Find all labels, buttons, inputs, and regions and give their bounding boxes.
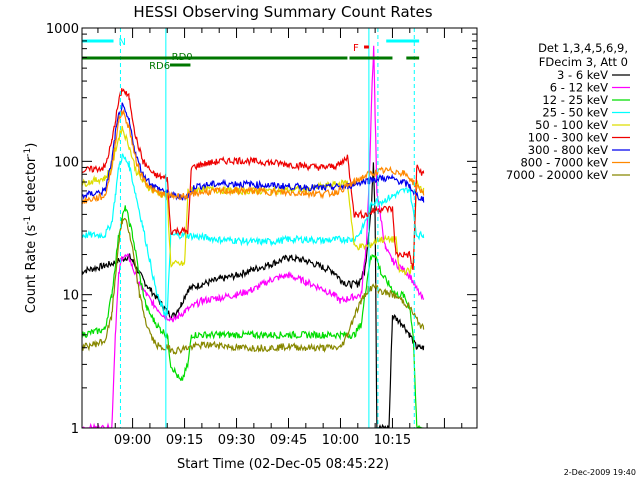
y-tick-label-0: 1 <box>71 422 79 437</box>
x-tick-label-1: 09:15 <box>166 433 203 448</box>
y-label-sup1: -1 <box>23 216 33 225</box>
legend-label-0: 3 - 6 keV <box>557 68 608 82</box>
y-label-main: Count Rate (s <box>24 225 39 314</box>
axis-layer: 1 10 100 1000 09:00 09:15 09:30 09:45 10:00 10:15 <box>46 22 477 448</box>
y-label-mid: detector <box>24 156 39 216</box>
x-tick-label-3: 09:45 <box>270 433 307 448</box>
x-tick-label-2: 09:30 <box>218 433 255 448</box>
series-line-8 <box>82 217 425 355</box>
x-axis-label: Start Time (02-Dec-05 08:45:22) <box>177 457 389 472</box>
chart-title: HESSI Observing Summary Count Rates <box>133 3 432 21</box>
legend: Det 1,3,4,5,6,9, FDecim 3, Att 0 3 - 6 k… <box>506 41 630 182</box>
legend-label-2: 12 - 25 keV <box>542 93 608 107</box>
y-label-end: ) <box>24 143 39 148</box>
legend-header-1: Det 1,3,4,5,6,9, <box>538 41 628 55</box>
x-tick-label-0: 09:00 <box>114 433 151 448</box>
series-line-0 <box>82 162 425 428</box>
flare-label: F <box>353 43 359 54</box>
y-tick-label-3: 1000 <box>46 22 79 37</box>
y-tick-label-1: 10 <box>62 289 79 304</box>
legend-label-5: 100 - 300 keV <box>528 131 608 145</box>
legend-label-7: 800 - 7000 keV <box>520 156 608 170</box>
legend-label-4: 50 - 100 keV <box>535 118 608 132</box>
x-tick-label-4: 10:00 <box>322 433 359 448</box>
y-axis-label: Count Rate (s-1 detector-1) <box>23 143 39 314</box>
series-line-1 <box>82 45 425 428</box>
legend-label-8: 7000 - 20000 keV <box>506 168 608 182</box>
legend-label-1: 6 - 12 keV <box>550 81 608 95</box>
plot-frame <box>81 27 478 429</box>
y-label-sup2: -1 <box>23 148 33 157</box>
x-tick-label-5: 10:15 <box>374 433 411 448</box>
night-label: N <box>119 37 126 48</box>
footer-date: 2-Dec-2009 19:40 <box>564 468 636 477</box>
legend-header-2: FDecim 3, Att 0 <box>539 55 628 69</box>
legend-label-3: 25 - 50 keV <box>542 106 608 120</box>
rd-label-0: RD0 <box>172 52 193 63</box>
series-line-2 <box>82 205 424 428</box>
series-line-6 <box>82 102 425 203</box>
rd-label-1: RD6 <box>149 61 170 72</box>
legend-label-6: 300 - 800 keV <box>528 143 608 157</box>
series-layer <box>82 45 425 428</box>
y-tick-label-2: 100 <box>54 155 79 170</box>
series-line-5 <box>82 88 425 270</box>
series-line-7 <box>82 108 425 205</box>
